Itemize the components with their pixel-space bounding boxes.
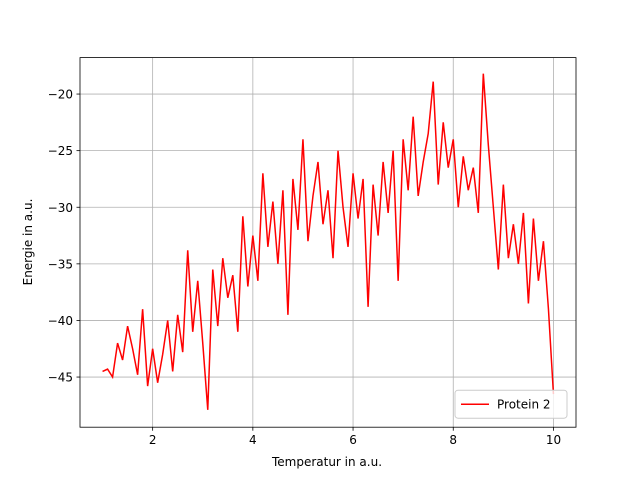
- x-tick-label: 4: [249, 433, 257, 447]
- plot-frame: [79, 57, 577, 428]
- y-tick-label: −35: [48, 257, 73, 271]
- x-tick-label: 2: [149, 433, 157, 447]
- y-tick-label: −25: [48, 144, 73, 158]
- y-tick-label: −45: [48, 371, 73, 385]
- y-tick-label: −40: [48, 314, 73, 328]
- x-axis-label: Temperatur in a.u.: [271, 455, 382, 469]
- legend: Protein 2: [454, 389, 568, 419]
- x-tick-label: 6: [349, 433, 357, 447]
- y-axis-label: Energie in a.u.: [21, 199, 35, 286]
- legend-label: Protein 2: [497, 398, 551, 412]
- x-tick-label: 8: [449, 433, 457, 447]
- y-tick-label: −20: [48, 88, 73, 102]
- data-line: [102, 73, 555, 410]
- y-tick-label: −30: [48, 201, 73, 215]
- x-tick-label: 10: [546, 433, 561, 447]
- legend-box: [454, 389, 568, 419]
